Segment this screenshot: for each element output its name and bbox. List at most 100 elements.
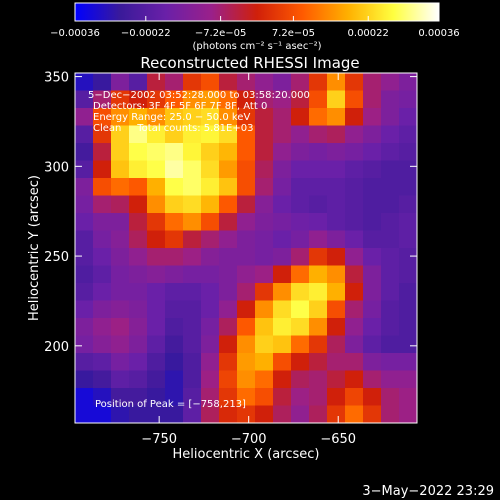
- heatmap-cell: [93, 265, 112, 284]
- heatmap-cell: [129, 353, 148, 372]
- heatmap-cell: [111, 265, 130, 284]
- heatmap-cell: [363, 370, 382, 389]
- heatmap-cell: [183, 213, 202, 232]
- heatmap-cell: [327, 405, 346, 423]
- heatmap-cell: [237, 178, 256, 197]
- heatmap-cell: [165, 160, 184, 179]
- heatmap-cell: [237, 335, 256, 354]
- heatmap-cell: [147, 73, 166, 92]
- heatmap-cell: [237, 300, 256, 319]
- heatmap-cell: [327, 195, 346, 214]
- heatmap-cell: [309, 283, 328, 302]
- heatmap-cell: [345, 318, 364, 337]
- heatmap-cell: [183, 405, 202, 423]
- heatmap-cell: [183, 195, 202, 214]
- heatmap-cell: [219, 73, 238, 92]
- heatmap-cell: [255, 405, 274, 423]
- heatmap-cell: [255, 370, 274, 389]
- heatmap-cell: [273, 108, 292, 127]
- heatmap-cell: [273, 370, 292, 389]
- heatmap-cell: [201, 213, 220, 232]
- y-axis-label: Heliocentric Y (arcsec): [27, 175, 42, 321]
- heatmap-cell: [327, 335, 346, 354]
- heatmap-cell: [345, 73, 364, 92]
- heatmap-cell: [381, 160, 400, 179]
- heatmap-cell: [309, 73, 328, 92]
- heatmap-cell: [381, 388, 400, 407]
- heatmap-cell: [111, 108, 130, 127]
- heatmap-cell: [129, 90, 148, 109]
- heatmap-cell: [237, 353, 256, 372]
- heatmap-cell: [309, 213, 328, 232]
- heatmap-cell: [345, 335, 364, 354]
- heatmap-cell: [255, 213, 274, 232]
- heatmap-cell: [309, 248, 328, 267]
- heatmap-cell: [93, 300, 112, 319]
- heatmap-cell: [183, 143, 202, 162]
- colorbar-tick-label: 0.00036: [418, 28, 459, 39]
- heatmap-cell: [309, 353, 328, 372]
- heatmap-cell: [237, 265, 256, 284]
- heatmap-cell: [255, 108, 274, 127]
- heatmap-cell: [291, 195, 310, 214]
- annotation-time-range: 5−Dec−2002 03:52:28.000 to 03:58:20.000: [88, 90, 310, 101]
- heatmap-cell: [201, 353, 220, 372]
- heatmap-cell: [219, 405, 238, 423]
- heatmap-cell: [273, 230, 292, 249]
- heatmap-cell: [165, 213, 184, 232]
- heatmap-cell: [183, 388, 202, 407]
- heatmap-cell: [363, 318, 382, 337]
- heatmap-cell: [363, 283, 382, 302]
- heatmap-cell: [129, 125, 148, 144]
- heatmap-cell: [345, 230, 364, 249]
- y-tick-label: 200: [44, 340, 69, 355]
- heatmap-cell: [399, 73, 417, 92]
- heatmap-cell: [111, 90, 130, 109]
- heatmap-cell: [75, 283, 94, 302]
- heatmap-cell: [111, 73, 130, 92]
- heatmap-cell: [237, 143, 256, 162]
- heatmap-cell: [129, 230, 148, 249]
- heatmap-cell: [183, 73, 202, 92]
- heatmap-cell: [309, 300, 328, 319]
- heatmap-cell: [345, 283, 364, 302]
- heatmap-cell: [381, 283, 400, 302]
- heatmap-cell: [147, 195, 166, 214]
- heatmap-cell: [291, 370, 310, 389]
- heatmap-cell: [93, 178, 112, 197]
- heatmap-cell: [399, 388, 417, 407]
- x-tick-label: −750: [141, 432, 177, 447]
- heatmap-cell: [327, 178, 346, 197]
- colorbar-tick-label: 7.2e−05: [272, 28, 315, 39]
- heatmap-cell: [147, 388, 166, 407]
- heatmap-cell: [219, 318, 238, 337]
- heatmap-cell: [345, 265, 364, 284]
- heatmap-cell: [345, 353, 364, 372]
- heatmap-cell: [147, 143, 166, 162]
- heatmap-cell: [111, 353, 130, 372]
- heatmap-cell: [381, 230, 400, 249]
- heatmap-cell: [381, 318, 400, 337]
- y-tick-label: 250: [44, 250, 69, 265]
- heatmap-cell: [255, 178, 274, 197]
- heatmap-cell: [147, 90, 166, 109]
- heatmap-cell: [273, 318, 292, 337]
- heatmap-cell: [273, 213, 292, 232]
- heatmap-cell: [399, 108, 417, 127]
- heatmap-cell: [291, 388, 310, 407]
- heatmap-cell: [309, 178, 328, 197]
- heatmap-cell: [291, 178, 310, 197]
- heatmap-cell: [381, 265, 400, 284]
- heatmap-cell: [363, 90, 382, 109]
- heatmap-cell: [273, 405, 292, 423]
- heatmap-cell: [255, 125, 274, 144]
- heatmap-cell: [327, 108, 346, 127]
- heatmap-cell: [327, 143, 346, 162]
- heatmap-cell: [165, 388, 184, 407]
- heatmap-cell: [327, 213, 346, 232]
- heatmap-cell: [291, 300, 310, 319]
- colorbar-tick-label: −0.00036: [50, 28, 100, 39]
- heatmap-cell: [75, 335, 94, 354]
- annotation-clean-counts: Clean Total counts: 5.81E+03: [93, 123, 253, 134]
